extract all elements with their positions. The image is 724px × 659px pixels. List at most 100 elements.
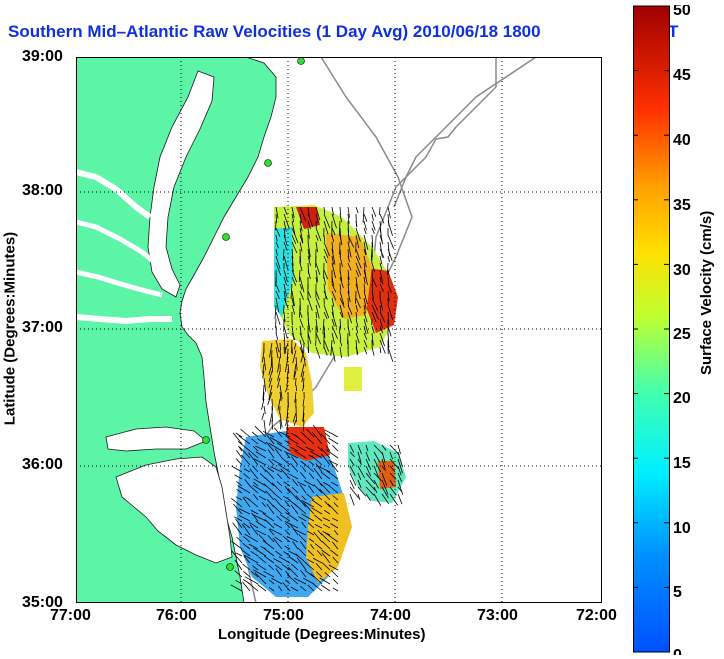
velocity-arrow [363,269,368,285]
velocity-arrow [246,448,259,459]
velocity-arrow [293,363,297,377]
velocity-arrow [299,325,302,335]
velocity-arrow [275,318,277,329]
velocity-arrow [285,384,289,393]
velocity-arrow [320,482,331,494]
velocity-arrow [315,269,319,282]
velocity-arrow [244,576,259,585]
velocity-arrow [363,283,366,292]
velocity-arrow [263,547,275,557]
velocity-arrow [253,481,259,487]
velocity-arrow [347,234,355,248]
velocity-arrow [331,262,336,279]
velocity-arrow [243,555,251,564]
velocity-arrow [258,509,267,515]
velocity-arrow [371,262,376,273]
velocity-arrow [323,248,329,259]
velocity-arrow [325,445,331,452]
velocity-arrow [304,561,315,571]
velocity-arrow [244,533,259,543]
velocity-arrow [379,339,386,354]
colorbar-tick-15: 15 [673,455,691,472]
velocity-arrow [231,465,243,473]
velocity-arrow [273,523,283,529]
velocity-arrow [283,551,291,557]
velocity-arrow [283,325,288,339]
velocity-arrow [373,479,379,489]
velocity-arrow [238,508,251,515]
velocity-arrow [355,346,359,355]
velocity-arrow [275,346,279,359]
velocity-arrow [268,458,275,466]
velocity-arrow [323,290,328,300]
velocity-arrow [283,481,291,487]
velocity-arrow [269,412,273,426]
velocity-arrow [291,234,297,244]
velocity-arrow [291,276,297,286]
velocity-arrow [379,283,384,292]
velocity-arrow [323,523,331,529]
velocity-arrow [331,283,337,293]
velocity-arrow [264,476,275,487]
velocity-arrow [284,529,291,536]
velocity-arrow [271,398,273,411]
velocity-arrow [263,405,266,415]
velocity-arrow [283,276,287,286]
velocity-arrow [296,557,307,571]
velocity-arrow [322,318,325,334]
velocity-arrow [273,558,283,564]
velocity-arrow [301,370,305,383]
velocity-arrow [355,318,359,328]
velocity-arrow [373,458,382,473]
velocity-arrow [268,384,273,401]
velocity-arrow [315,563,323,571]
velocity-arrow [284,500,291,508]
velocity-arrow [278,585,283,592]
velocity-arrow [347,311,352,324]
velocity-arrow [339,325,341,334]
lon-tick-74: 74:00 [370,607,411,624]
velocity-arrow [276,481,283,487]
velocity-arrow [258,495,267,501]
velocity-arrow [235,496,243,501]
velocity-arrow [295,553,307,564]
velocity-arrow [379,325,384,334]
velocity-arrow [255,451,267,459]
velocity-arrow [274,564,283,571]
map-title-tail: T [668,22,679,41]
velocity-arrow [242,581,251,592]
velocity-arrow [308,460,315,466]
velocity-arrow [379,248,385,259]
velocity-arrow [295,356,298,371]
velocity-arrow [370,248,373,261]
velocity-arrow [389,451,393,460]
velocity-arrow [249,522,259,529]
velocity-arrow [281,457,291,466]
velocity-arrow [315,234,319,241]
velocity-arrow [314,524,323,529]
velocity-arrow [263,555,275,564]
velocity-arrows [230,206,404,592]
velocity-arrow [325,449,339,459]
velocity-arrow [242,496,251,508]
velocity-arrow [315,304,320,319]
velocity-arrow [291,332,296,341]
velocity-arrow [389,458,400,470]
velocity-arrow [387,290,390,302]
radar-site-marker [297,57,305,65]
velocity-arrow [267,391,273,406]
velocity-arrow [371,304,379,320]
velocity-arrow [291,227,299,243]
velocity-arrow [249,524,259,536]
velocity-arrow [240,428,251,438]
velocity-arrow [238,445,243,452]
velocity-arrow [269,579,275,585]
radar-site-marker [264,159,272,167]
velocity-arrow [324,429,339,438]
map-plot-area[interactable] [76,57,602,603]
velocity-arrow [294,450,307,459]
velocity-arrow [381,486,389,499]
velocity-arrow [307,558,315,564]
velocity-arrow [299,220,303,232]
colorbar-tick-10: 10 [673,520,691,537]
